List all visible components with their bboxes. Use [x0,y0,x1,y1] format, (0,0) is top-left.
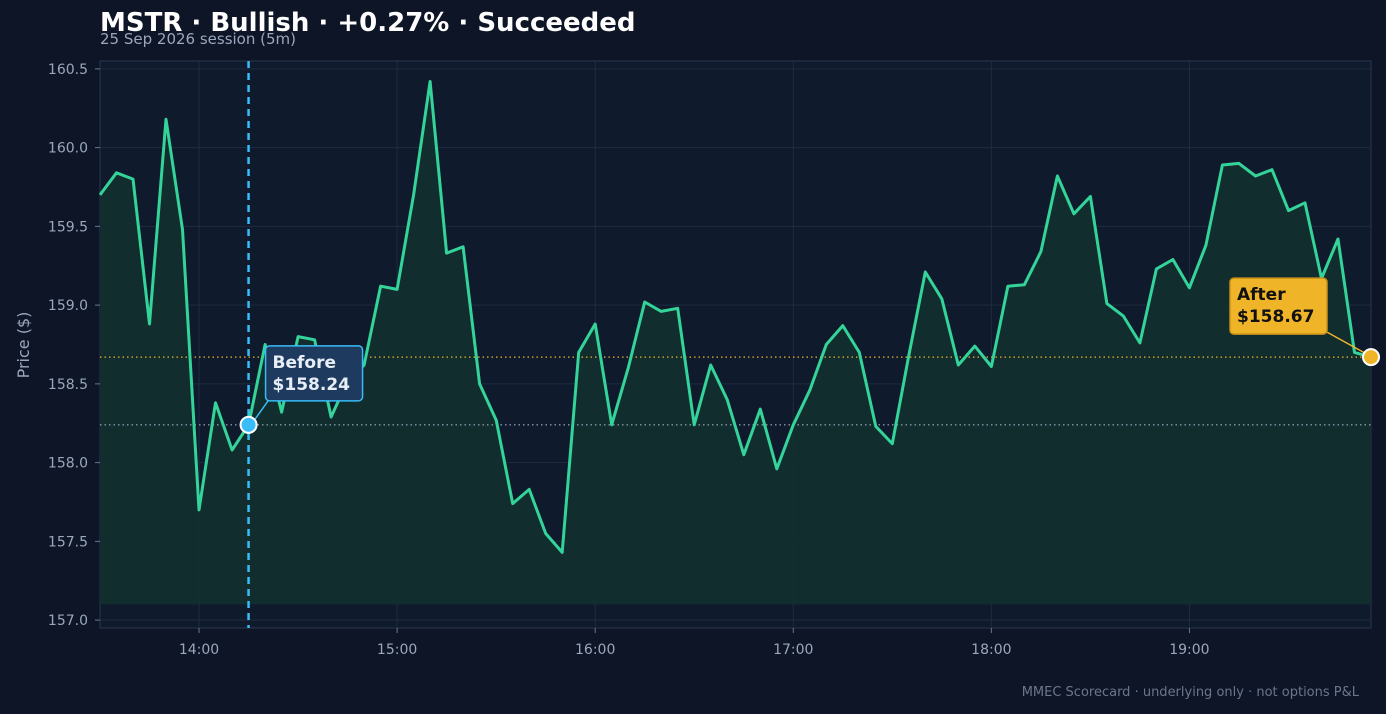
after-callout-box [1229,277,1328,335]
x-tick-label: 14:00 [179,642,219,658]
x-tick-label: 17:00 [773,642,813,658]
y-tick-label: 158.0 [48,456,88,472]
y-tick-label: 160.5 [48,62,88,78]
footer-note: MMEC Scorecard · underlying only · not o… [1021,685,1359,700]
price-line [98,80,1372,554]
y-tick-label: 159.5 [48,219,88,235]
before-callout-label: Before [273,353,336,373]
price-area-fill [100,81,1371,605]
x-tick-label: 16:00 [575,642,615,658]
y-axis-label: Price ($) [14,312,33,379]
y-tick-label: 160.0 [48,141,88,157]
after-callout-label: After [1237,285,1286,305]
annotations: Before$158.24 After$158.67 [239,277,1380,434]
after-callout-price: $158.67 [1237,307,1314,327]
x-tick-label: 18:00 [971,642,1011,658]
axes: 157.0 157.5 158.0 158.5 159.0 159.5 160.0 160.5… [48,62,1210,658]
y-tick-label: 158.5 [48,377,88,393]
y-tick-label: 157.5 [48,534,88,550]
chart-subtitle: 25 Sep 2026 session (5m) [100,30,296,48]
after-marker [1362,348,1380,367]
chart-title: MSTR · Bullish · +0.27% · Succeeded [100,8,636,38]
before-callout-price: $158.24 [273,375,351,395]
before-callout-arrow [253,398,271,421]
y-tick-label: 159.0 [48,298,88,314]
after-callout-arrow [1326,331,1366,354]
y-tick-label: 157.0 [48,613,88,629]
before-callout-box [264,345,364,402]
x-tick-label: 19:00 [1169,642,1209,658]
before-marker [239,415,258,434]
x-tick-label: 15:00 [377,642,417,658]
